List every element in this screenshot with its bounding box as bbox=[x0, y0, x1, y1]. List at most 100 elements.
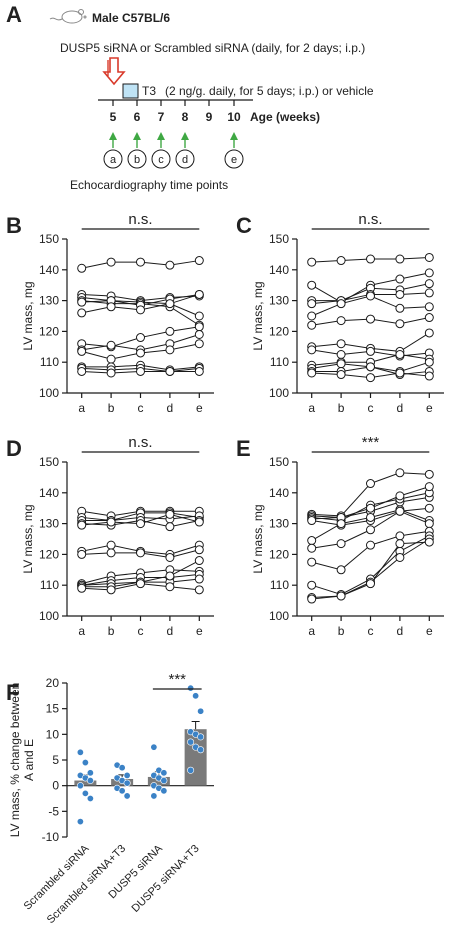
data-point bbox=[106, 368, 116, 378]
individual-point bbox=[150, 792, 158, 800]
week-label: 8 bbox=[182, 110, 189, 124]
echo-arrow-head bbox=[157, 132, 165, 140]
data-point bbox=[194, 289, 204, 299]
y-axis-label: LV mass, mg bbox=[251, 504, 265, 573]
x-tick-label: d bbox=[397, 401, 404, 415]
echo-arrow-head bbox=[109, 132, 117, 140]
data-point bbox=[77, 297, 87, 307]
data-point bbox=[77, 583, 87, 593]
significance-label: *** bbox=[168, 671, 186, 688]
panel-c-chart: C 100 110 120 130 140 150 a b c d e LV mass, mg n.s. bbox=[236, 211, 444, 415]
individual-point bbox=[76, 748, 84, 756]
individual-point bbox=[187, 738, 195, 746]
data-point bbox=[395, 552, 405, 562]
x-tick-label: e bbox=[426, 401, 433, 415]
x-tick-label: a bbox=[78, 401, 85, 415]
x-tick-label: d bbox=[167, 401, 174, 415]
x-tick-label: d bbox=[167, 624, 174, 638]
echo-point-label: c bbox=[158, 154, 164, 166]
data-point bbox=[366, 525, 375, 535]
data-point bbox=[194, 517, 204, 527]
data-point bbox=[366, 373, 375, 383]
x-tick-label: b bbox=[108, 624, 115, 638]
y-tick-label: 140 bbox=[39, 263, 59, 277]
data-point bbox=[165, 260, 175, 270]
data-point bbox=[307, 345, 317, 355]
y-tick-label: -5 bbox=[48, 804, 59, 818]
x-tick-label: c bbox=[368, 624, 374, 638]
week-label: 9 bbox=[206, 110, 213, 124]
data-point bbox=[165, 522, 175, 532]
echo-time-points: a b c d e bbox=[103, 132, 244, 169]
data-point bbox=[307, 368, 317, 378]
echo-arrow-head bbox=[230, 132, 238, 140]
data-point bbox=[395, 274, 405, 284]
data-point bbox=[77, 549, 87, 559]
data-point bbox=[165, 552, 175, 562]
data-point bbox=[136, 348, 145, 358]
y-tick-label: 150 bbox=[39, 232, 59, 246]
echo-point-circle bbox=[151, 149, 171, 169]
y-tick-label: 5 bbox=[52, 753, 59, 767]
data-point bbox=[424, 371, 434, 381]
data-point bbox=[395, 303, 405, 313]
data-point bbox=[366, 512, 375, 522]
data-point bbox=[106, 548, 116, 558]
data-point bbox=[165, 299, 175, 309]
strain-label: Male C57BL/6 bbox=[92, 11, 170, 25]
x-tick-label: a bbox=[308, 624, 315, 638]
data-point bbox=[194, 545, 204, 555]
data-point bbox=[77, 346, 87, 356]
data-point bbox=[307, 311, 317, 321]
significance-label: n.s. bbox=[128, 434, 152, 451]
data-point bbox=[395, 350, 405, 359]
age-axis-label: Age (weeks) bbox=[250, 110, 320, 124]
data-point bbox=[366, 540, 375, 550]
data-point bbox=[106, 302, 116, 312]
individual-point bbox=[197, 733, 205, 741]
data-point bbox=[194, 256, 204, 266]
data-point bbox=[106, 257, 116, 267]
data-point bbox=[336, 539, 346, 549]
y-tick-label: 100 bbox=[39, 386, 59, 400]
week-label: 7 bbox=[158, 110, 165, 124]
echo-caption: Echocardiography time points bbox=[70, 178, 228, 192]
data-point bbox=[366, 254, 375, 264]
data-point bbox=[336, 519, 346, 529]
significance-label: n.s. bbox=[128, 211, 152, 228]
data-point bbox=[307, 557, 317, 567]
data-point bbox=[136, 305, 145, 315]
data-point bbox=[366, 503, 375, 513]
individual-point bbox=[86, 777, 94, 785]
y-tick-label: 20 bbox=[46, 676, 60, 690]
x-tick-label: a bbox=[308, 401, 315, 415]
sirna-arrow bbox=[102, 57, 126, 86]
y-axis-label: LV mass, % change betweenA and E bbox=[8, 683, 36, 838]
echo-point-label: a bbox=[110, 154, 117, 166]
y-tick-label: 130 bbox=[269, 517, 289, 531]
data-point bbox=[336, 565, 346, 575]
data-point bbox=[307, 320, 317, 330]
data-point bbox=[165, 345, 175, 355]
individual-point bbox=[86, 769, 94, 777]
data-point bbox=[307, 299, 317, 309]
y-tick-label: 100 bbox=[39, 609, 59, 623]
category-label: DUSP5 siRNA+T3 bbox=[129, 843, 201, 915]
individual-point bbox=[123, 771, 131, 779]
t3-dosing-text: (2 ng/g. daily, for 5 days; i.p.) or veh… bbox=[165, 84, 374, 98]
individual-point bbox=[81, 789, 89, 797]
individual-point bbox=[160, 769, 168, 777]
data-point bbox=[366, 291, 375, 301]
individual-point bbox=[76, 818, 84, 826]
data-point bbox=[194, 329, 204, 339]
y-tick-label: 10 bbox=[46, 727, 60, 741]
x-tick-label: c bbox=[138, 401, 144, 415]
data-point bbox=[77, 308, 87, 318]
data-point bbox=[307, 536, 317, 546]
individual-point bbox=[197, 707, 205, 715]
x-tick-label: e bbox=[426, 624, 433, 638]
data-point bbox=[194, 322, 204, 332]
data-point bbox=[165, 509, 175, 519]
x-tick-label: e bbox=[196, 401, 203, 415]
